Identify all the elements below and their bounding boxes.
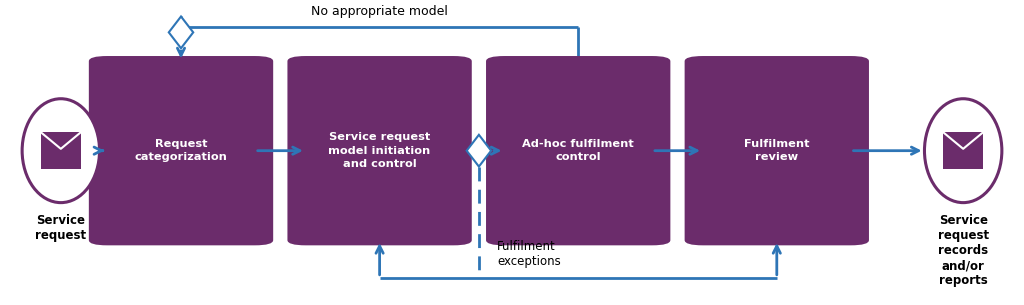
Text: Request
categorization: Request categorization <box>134 139 227 162</box>
FancyBboxPatch shape <box>89 56 273 245</box>
Text: Fulfilment
exceptions: Fulfilment exceptions <box>498 240 561 268</box>
Polygon shape <box>467 135 492 167</box>
Text: Service request
model initiation
and control: Service request model initiation and con… <box>329 132 431 169</box>
Polygon shape <box>169 16 194 48</box>
Text: Service
request: Service request <box>35 214 86 242</box>
Text: Fulfilment
review: Fulfilment review <box>744 139 810 162</box>
FancyBboxPatch shape <box>943 132 983 169</box>
Ellipse shape <box>23 99 99 203</box>
Ellipse shape <box>925 99 1001 203</box>
FancyBboxPatch shape <box>486 56 671 245</box>
FancyBboxPatch shape <box>41 132 81 169</box>
Text: Ad-hoc fulfilment
control: Ad-hoc fulfilment control <box>522 139 634 162</box>
Text: No appropriate model: No appropriate model <box>311 5 449 18</box>
FancyBboxPatch shape <box>288 56 472 245</box>
FancyBboxPatch shape <box>685 56 869 245</box>
Text: Service
request
records
and/or
reports: Service request records and/or reports <box>938 214 989 287</box>
